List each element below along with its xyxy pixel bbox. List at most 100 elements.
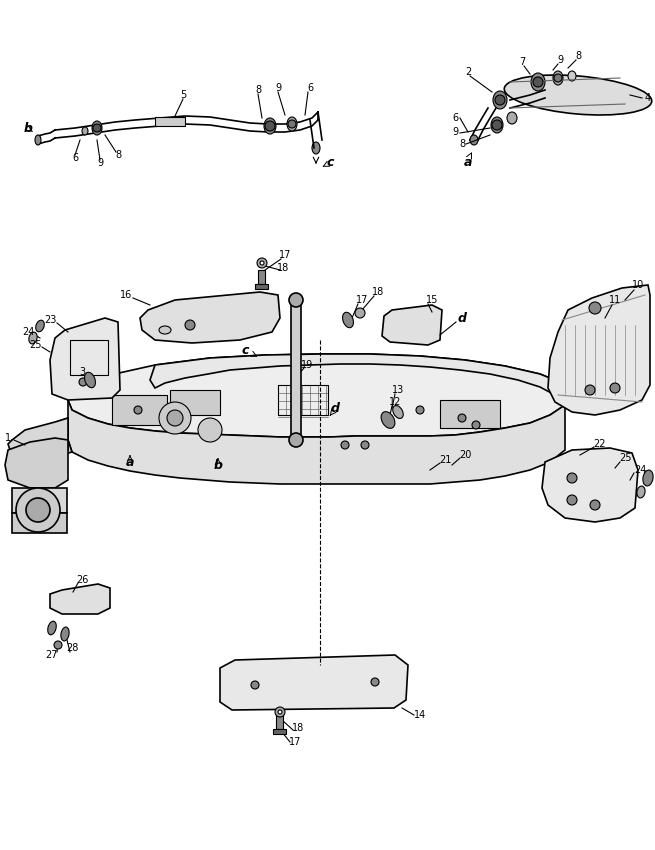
Ellipse shape	[82, 127, 88, 135]
Circle shape	[289, 433, 303, 447]
Polygon shape	[8, 418, 68, 458]
Circle shape	[458, 414, 466, 422]
Text: 6: 6	[307, 83, 313, 93]
Ellipse shape	[287, 117, 297, 131]
Text: 8: 8	[575, 51, 581, 61]
Circle shape	[589, 302, 601, 314]
Text: c: c	[241, 343, 249, 356]
Circle shape	[416, 406, 424, 414]
Text: 25: 25	[619, 453, 631, 463]
Text: 10: 10	[632, 280, 644, 290]
Bar	[12, 488, 67, 513]
Ellipse shape	[553, 71, 563, 85]
Text: 23: 23	[44, 315, 56, 325]
Circle shape	[79, 378, 87, 386]
Circle shape	[495, 95, 505, 105]
Text: 8: 8	[459, 139, 465, 149]
Circle shape	[472, 421, 480, 429]
Circle shape	[185, 320, 195, 330]
Ellipse shape	[48, 621, 56, 635]
Polygon shape	[68, 354, 570, 437]
Text: 4: 4	[645, 93, 651, 103]
Bar	[112, 395, 167, 425]
Circle shape	[260, 261, 264, 265]
Text: 15: 15	[426, 295, 438, 305]
Ellipse shape	[637, 486, 645, 498]
Circle shape	[492, 120, 502, 130]
Circle shape	[251, 681, 259, 689]
Polygon shape	[12, 418, 72, 458]
Circle shape	[288, 120, 296, 128]
Text: 22: 22	[593, 439, 607, 449]
Circle shape	[585, 385, 595, 395]
Polygon shape	[5, 438, 68, 488]
Circle shape	[257, 258, 267, 268]
Circle shape	[533, 77, 543, 87]
Ellipse shape	[393, 405, 403, 418]
Circle shape	[610, 383, 620, 393]
Ellipse shape	[643, 470, 653, 486]
Polygon shape	[382, 305, 442, 345]
Text: 27: 27	[46, 650, 58, 660]
Text: 24: 24	[22, 327, 34, 337]
Circle shape	[278, 710, 282, 714]
Text: b: b	[214, 458, 223, 472]
Circle shape	[567, 473, 577, 483]
Ellipse shape	[35, 135, 41, 145]
Ellipse shape	[493, 91, 507, 109]
Bar	[170, 390, 220, 415]
Ellipse shape	[36, 320, 45, 332]
Circle shape	[198, 418, 222, 442]
Text: 7: 7	[519, 57, 525, 67]
Circle shape	[159, 402, 191, 434]
Ellipse shape	[470, 135, 478, 145]
Ellipse shape	[264, 118, 276, 134]
Text: c: c	[326, 156, 333, 168]
Text: 6: 6	[72, 153, 78, 163]
Text: 5: 5	[180, 90, 186, 100]
Text: 28: 28	[66, 643, 78, 653]
Bar	[276, 715, 283, 729]
Ellipse shape	[84, 372, 96, 388]
Text: 26: 26	[76, 575, 88, 585]
Circle shape	[289, 293, 303, 307]
Circle shape	[371, 678, 379, 686]
Text: 19: 19	[301, 360, 313, 370]
Circle shape	[567, 495, 577, 505]
Ellipse shape	[343, 312, 354, 328]
Polygon shape	[548, 285, 650, 415]
Polygon shape	[50, 584, 110, 614]
Text: a: a	[126, 456, 134, 468]
Polygon shape	[542, 448, 638, 522]
Bar	[258, 270, 265, 284]
Text: 17: 17	[289, 737, 301, 747]
Text: 18: 18	[292, 723, 304, 733]
Polygon shape	[150, 354, 570, 405]
Ellipse shape	[568, 71, 576, 81]
Polygon shape	[50, 318, 120, 400]
Text: 11: 11	[609, 295, 621, 305]
Text: 8: 8	[115, 150, 121, 160]
Text: 18: 18	[372, 287, 384, 297]
Text: 13: 13	[392, 385, 404, 395]
Text: 2: 2	[465, 67, 471, 77]
Text: 1: 1	[5, 433, 11, 443]
Ellipse shape	[159, 326, 171, 334]
Polygon shape	[220, 655, 408, 710]
Circle shape	[134, 406, 142, 414]
Text: 17: 17	[356, 295, 368, 305]
Text: 14: 14	[414, 710, 426, 720]
Circle shape	[93, 124, 101, 132]
Circle shape	[54, 641, 62, 649]
Circle shape	[554, 74, 562, 82]
Text: 9: 9	[452, 127, 458, 137]
Ellipse shape	[504, 75, 652, 115]
Text: 24: 24	[634, 465, 646, 475]
Ellipse shape	[491, 117, 503, 133]
Ellipse shape	[507, 112, 517, 124]
Bar	[70, 340, 108, 375]
Text: 16: 16	[120, 290, 132, 300]
Text: d: d	[457, 311, 466, 325]
Bar	[291, 300, 301, 440]
Text: 12: 12	[389, 397, 401, 407]
